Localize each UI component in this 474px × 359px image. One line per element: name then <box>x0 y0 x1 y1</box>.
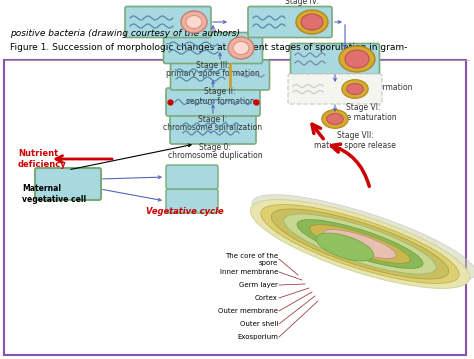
Text: chromosome duplication: chromosome duplication <box>168 151 262 160</box>
Text: Stage VII:: Stage VII: <box>337 131 374 140</box>
Ellipse shape <box>186 15 202 28</box>
Text: spore maturation: spore maturation <box>330 112 396 121</box>
Text: Stage I:: Stage I: <box>199 115 228 123</box>
Text: outer membrane formation: outer membrane formation <box>308 84 412 93</box>
Ellipse shape <box>250 200 470 288</box>
FancyBboxPatch shape <box>170 114 256 144</box>
Text: Nutrient
deficiency: Nutrient deficiency <box>18 149 67 169</box>
Text: Maternal
vegetative cell: Maternal vegetative cell <box>22 184 86 204</box>
Ellipse shape <box>310 225 410 264</box>
Text: Cortex: Cortex <box>255 295 278 301</box>
Text: Stage III:: Stage III: <box>196 61 230 70</box>
FancyBboxPatch shape <box>35 168 101 200</box>
FancyBboxPatch shape <box>171 60 270 90</box>
Ellipse shape <box>322 109 348 129</box>
FancyArrowPatch shape <box>312 124 323 139</box>
FancyBboxPatch shape <box>166 189 218 213</box>
Ellipse shape <box>228 37 254 59</box>
Ellipse shape <box>339 46 375 72</box>
Text: Figure 1. Succession of morphologic changes at different stages of sporulation i: Figure 1. Succession of morphologic chan… <box>10 42 407 51</box>
FancyBboxPatch shape <box>4 60 466 355</box>
Text: Stage VI:: Stage VI: <box>346 103 380 112</box>
Ellipse shape <box>342 80 368 98</box>
FancyBboxPatch shape <box>166 88 260 116</box>
Text: Stage II:: Stage II: <box>204 88 236 97</box>
Ellipse shape <box>261 205 459 283</box>
Text: Stage V:: Stage V: <box>344 75 376 84</box>
Text: septum formation: septum formation <box>186 97 255 106</box>
Text: The core of the
spore: The core of the spore <box>225 252 278 266</box>
Text: Stage 0:: Stage 0: <box>199 143 231 151</box>
FancyBboxPatch shape <box>125 6 211 37</box>
Ellipse shape <box>233 42 249 55</box>
Text: chromosome spiralization: chromosome spiralization <box>164 123 263 132</box>
FancyBboxPatch shape <box>288 74 382 104</box>
FancyBboxPatch shape <box>164 33 263 64</box>
Text: Exosporium: Exosporium <box>237 334 278 340</box>
Text: Germ layer: Germ layer <box>239 282 278 288</box>
Ellipse shape <box>324 229 396 258</box>
Ellipse shape <box>347 84 363 94</box>
Text: Outer membrane: Outer membrane <box>218 308 278 314</box>
Text: positive bacteria (drawing courtesy of the authors): positive bacteria (drawing courtesy of t… <box>10 29 240 38</box>
Ellipse shape <box>181 11 207 33</box>
Text: mature spore release: mature spore release <box>314 140 396 149</box>
Ellipse shape <box>252 195 474 281</box>
Ellipse shape <box>316 233 374 261</box>
Text: Outer shell: Outer shell <box>240 321 278 327</box>
Ellipse shape <box>345 50 369 68</box>
FancyArrowPatch shape <box>331 144 369 186</box>
FancyBboxPatch shape <box>291 43 380 75</box>
Text: Inner membrane: Inner membrane <box>219 269 278 275</box>
Ellipse shape <box>327 113 343 125</box>
FancyBboxPatch shape <box>248 6 332 37</box>
Ellipse shape <box>301 14 323 30</box>
Text: primary spore formation: primary spore formation <box>166 70 260 79</box>
Ellipse shape <box>271 209 449 279</box>
Ellipse shape <box>296 10 328 34</box>
FancyBboxPatch shape <box>166 165 218 189</box>
Text: Vegetative cycle: Vegetative cycle <box>146 206 224 215</box>
Ellipse shape <box>284 214 436 274</box>
Ellipse shape <box>297 220 423 269</box>
Text: Stage IV:: Stage IV: <box>285 0 319 6</box>
